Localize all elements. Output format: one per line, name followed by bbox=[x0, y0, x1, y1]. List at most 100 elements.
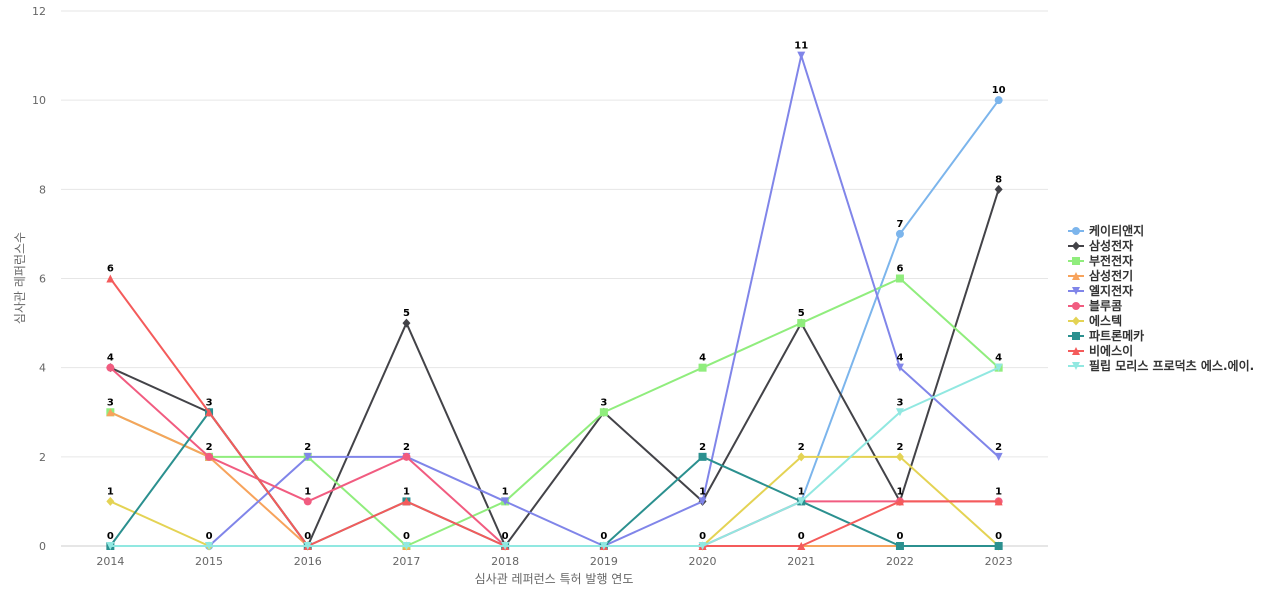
data-label: 8 bbox=[995, 174, 1002, 185]
data-point[interactable] bbox=[698, 497, 707, 506]
data-label: 1 bbox=[304, 486, 311, 497]
data-point[interactable] bbox=[895, 497, 904, 506]
data-label: 1 bbox=[798, 486, 805, 497]
x-tick-label: 2015 bbox=[195, 555, 223, 568]
data-point[interactable] bbox=[895, 452, 904, 462]
data-label: 1 bbox=[107, 486, 114, 497]
legend-item[interactable]: 에스텍 bbox=[1068, 313, 1122, 328]
data-point[interactable] bbox=[895, 229, 904, 238]
legend-marker bbox=[1072, 272, 1080, 280]
x-tick-label: 2016 bbox=[294, 555, 322, 568]
legend-marker bbox=[1072, 347, 1080, 355]
data-point[interactable] bbox=[994, 96, 1003, 105]
data-point[interactable] bbox=[797, 452, 806, 462]
data-label: 0 bbox=[502, 531, 509, 542]
data-point[interactable] bbox=[599, 542, 608, 550]
legend-item[interactable]: 케이티앤지 bbox=[1068, 223, 1144, 238]
data-label: 0 bbox=[896, 531, 903, 542]
data-point[interactable] bbox=[106, 274, 115, 283]
legend-item[interactable]: 비에스이 bbox=[1068, 343, 1133, 358]
legend-item[interactable]: 엘지전자 bbox=[1068, 283, 1133, 298]
legend-item[interactable]: 파트론메카 bbox=[1068, 328, 1144, 343]
data-point[interactable] bbox=[797, 497, 806, 506]
data-label: 0 bbox=[798, 531, 805, 542]
data-point[interactable] bbox=[895, 363, 904, 372]
data-point[interactable] bbox=[402, 497, 411, 506]
data-label: 7 bbox=[896, 219, 903, 230]
data-point[interactable] bbox=[994, 542, 1003, 550]
data-point[interactable] bbox=[797, 319, 806, 328]
data-label: 10 bbox=[992, 85, 1006, 96]
data-label: 4 bbox=[995, 353, 1002, 364]
y-tick-label: 4 bbox=[39, 362, 46, 375]
legend-marker bbox=[1072, 257, 1080, 265]
data-point[interactable] bbox=[106, 542, 115, 550]
data-point[interactable] bbox=[402, 318, 411, 328]
data-point[interactable] bbox=[797, 542, 806, 550]
data-point[interactable] bbox=[303, 452, 312, 461]
x-tick-label: 2018 bbox=[491, 555, 519, 568]
series-부전전자 bbox=[106, 274, 1003, 550]
data-point[interactable] bbox=[501, 497, 510, 506]
legend-item[interactable]: 블루콤 bbox=[1068, 299, 1122, 313]
y-tick-label: 8 bbox=[39, 183, 46, 196]
data-point[interactable] bbox=[106, 496, 115, 506]
data-point[interactable] bbox=[106, 363, 115, 372]
data-label: 4 bbox=[107, 353, 114, 364]
data-point[interactable] bbox=[205, 452, 214, 461]
y-tick-label: 10 bbox=[32, 94, 46, 107]
data-label: 0 bbox=[699, 531, 706, 542]
data-point[interactable] bbox=[698, 542, 707, 550]
legend-marker bbox=[1072, 241, 1080, 251]
data-point[interactable] bbox=[205, 408, 214, 417]
data-label: 2 bbox=[206, 442, 213, 453]
data-point[interactable] bbox=[895, 542, 904, 550]
data-point[interactable] bbox=[994, 497, 1003, 506]
data-label: 2 bbox=[798, 442, 805, 453]
x-tick-label: 2022 bbox=[886, 555, 914, 568]
data-label: 6 bbox=[896, 264, 903, 275]
legend-marker bbox=[1072, 332, 1080, 340]
data-point[interactable] bbox=[994, 363, 1003, 372]
data-label: 0 bbox=[107, 531, 114, 542]
data-label: 3 bbox=[107, 397, 114, 408]
data-point[interactable] bbox=[994, 184, 1003, 194]
data-label: 0 bbox=[995, 531, 1002, 542]
data-point[interactable] bbox=[895, 274, 904, 283]
series-line bbox=[110, 54, 1000, 547]
data-point[interactable] bbox=[402, 452, 411, 461]
data-label: 2 bbox=[304, 442, 311, 453]
x-tick-label: 2021 bbox=[787, 555, 815, 568]
legend-label: 부전전자 bbox=[1089, 253, 1133, 268]
data-point[interactable] bbox=[797, 51, 806, 60]
series-케이티앤지 bbox=[106, 96, 1003, 550]
data-point[interactable] bbox=[895, 408, 904, 417]
data-label: 5 bbox=[403, 308, 410, 319]
data-point[interactable] bbox=[698, 452, 707, 461]
data-label: 1 bbox=[502, 486, 509, 497]
data-label: 1 bbox=[699, 486, 706, 497]
data-label: 3 bbox=[206, 397, 213, 408]
legend-item[interactable]: 부전전자 bbox=[1068, 253, 1133, 268]
legend-item[interactable]: 삼성전자 bbox=[1068, 238, 1133, 253]
data-label: 0 bbox=[600, 531, 607, 542]
data-label: 2 bbox=[699, 442, 706, 453]
legend-item[interactable]: 삼성전기 bbox=[1068, 268, 1133, 283]
data-point[interactable] bbox=[303, 542, 312, 550]
x-tick-label: 2019 bbox=[590, 555, 618, 568]
data-point[interactable] bbox=[599, 408, 608, 417]
data-point[interactable] bbox=[402, 542, 411, 550]
data-point[interactable] bbox=[994, 452, 1003, 461]
data-point[interactable] bbox=[303, 497, 312, 506]
data-point[interactable] bbox=[501, 542, 510, 550]
data-point[interactable] bbox=[205, 542, 214, 550]
y-axis-ticks: 0 2 4 6 8 10 12 bbox=[32, 5, 46, 553]
legend-label: 필립 모리스 프로덕츠 에스.에이. bbox=[1089, 358, 1254, 373]
data-labels: 6431032021052101030421011521076432101084… bbox=[107, 41, 1006, 542]
y-tick-label: 0 bbox=[39, 540, 46, 553]
legend-item[interactable]: 필립 모리스 프로덕츠 에스.에이. bbox=[1068, 358, 1254, 373]
data-point[interactable] bbox=[698, 363, 707, 372]
legend-marker bbox=[1072, 362, 1080, 370]
data-point[interactable] bbox=[106, 408, 115, 417]
